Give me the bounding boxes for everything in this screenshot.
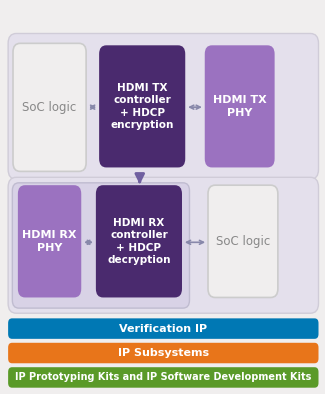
FancyBboxPatch shape xyxy=(208,185,278,297)
Text: HDMI TX
PHY: HDMI TX PHY xyxy=(213,95,266,117)
Text: Verification IP: Verification IP xyxy=(119,323,207,334)
FancyBboxPatch shape xyxy=(8,343,318,363)
Text: SoC logic: SoC logic xyxy=(22,101,77,114)
Text: HDMI RX
controller
+ HDCP
decryption: HDMI RX controller + HDCP decryption xyxy=(107,218,171,265)
Text: HDMI TX
controller
+ HDCP
encryption: HDMI TX controller + HDCP encryption xyxy=(111,83,174,130)
Text: HDMI RX
PHY: HDMI RX PHY xyxy=(22,230,77,253)
FancyBboxPatch shape xyxy=(96,185,182,297)
FancyBboxPatch shape xyxy=(13,43,86,171)
Text: IP Subsystems: IP Subsystems xyxy=(118,348,209,358)
Text: IP Prototyping Kits and IP Software Development Kits: IP Prototyping Kits and IP Software Deve… xyxy=(15,372,311,383)
FancyBboxPatch shape xyxy=(8,367,318,388)
FancyBboxPatch shape xyxy=(8,177,318,313)
FancyBboxPatch shape xyxy=(99,45,185,167)
FancyBboxPatch shape xyxy=(8,318,318,339)
FancyBboxPatch shape xyxy=(205,45,275,167)
FancyBboxPatch shape xyxy=(18,185,81,297)
FancyBboxPatch shape xyxy=(12,183,189,308)
FancyBboxPatch shape xyxy=(8,33,318,179)
Text: SoC logic: SoC logic xyxy=(216,235,270,248)
